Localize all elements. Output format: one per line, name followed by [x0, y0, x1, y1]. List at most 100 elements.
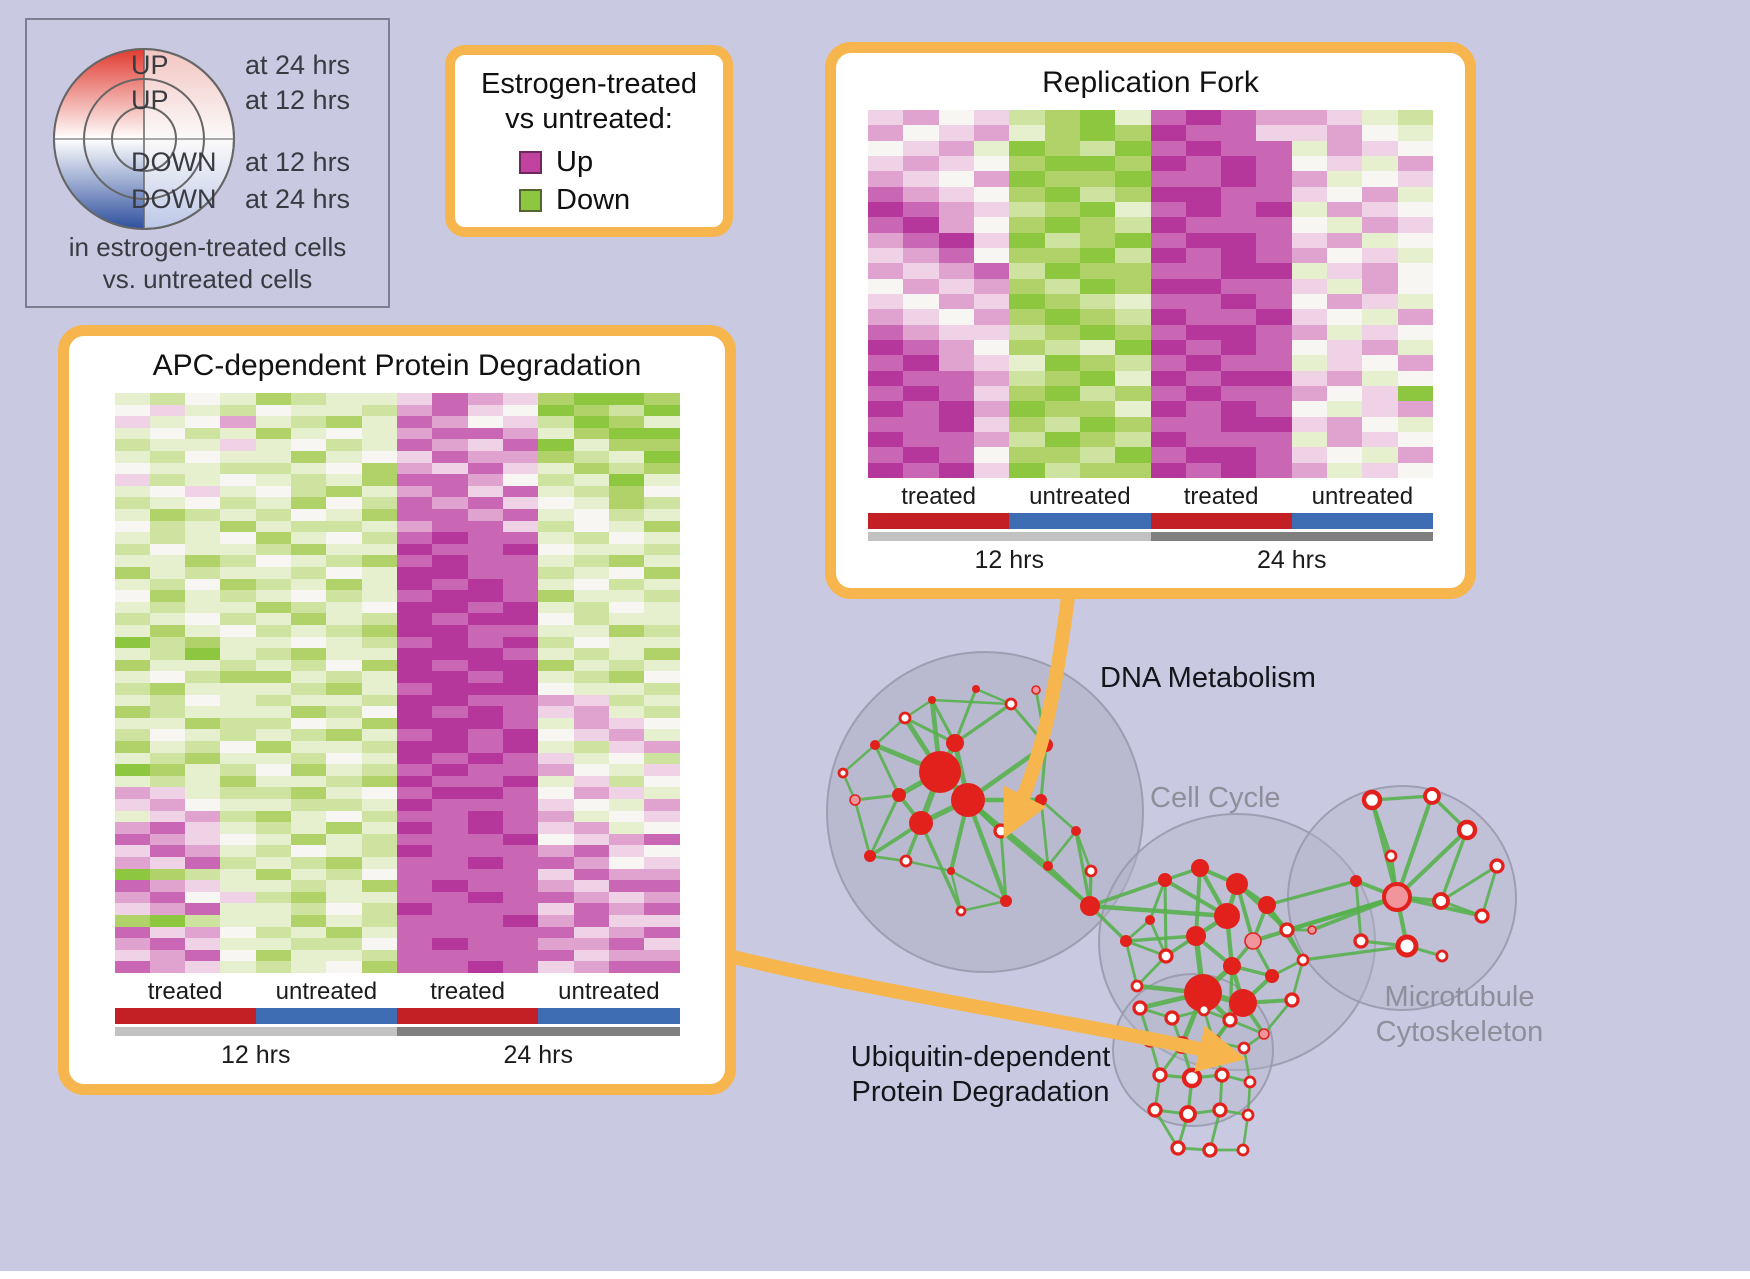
heatmap-cell	[573, 868, 609, 881]
heatmap-cell	[1009, 263, 1045, 279]
heatmap-cell	[502, 949, 539, 962]
time-bar-24hrs	[397, 1027, 680, 1036]
treated-bar	[868, 513, 1010, 529]
heatmap-cell	[973, 232, 1010, 248]
network-edge	[1159, 1073, 1193, 1080]
heatmap-cell	[938, 401, 974, 417]
heatmap-cell	[220, 717, 256, 730]
heatmap-cell	[538, 949, 574, 962]
heatmap-cell	[114, 451, 150, 463]
heatmap-cell	[1150, 339, 1186, 356]
heatmap-cell	[644, 810, 680, 823]
heatmap-cell	[255, 636, 292, 649]
heatmap-cell	[644, 509, 680, 521]
network-edge	[1191, 1073, 1223, 1080]
heatmap-cell	[220, 648, 256, 660]
heatmap-cell	[538, 625, 574, 637]
heatmap-cell	[538, 822, 574, 834]
heatmap-cell	[397, 427, 433, 440]
heatmap-cell	[1115, 140, 1151, 156]
heatmap-cell	[644, 949, 680, 962]
network-node	[1353, 933, 1369, 949]
heatmap-cell	[432, 648, 468, 660]
heatmap-cell	[1115, 324, 1151, 340]
heatmap-cell	[326, 775, 362, 788]
heatmap-cell	[220, 543, 256, 556]
heatmap-cell	[1044, 171, 1080, 187]
network-node	[1384, 849, 1398, 863]
heatmap-cell	[220, 729, 256, 741]
heatmap-cell	[149, 822, 186, 834]
heatmap-cell	[608, 485, 645, 498]
network-edge	[1389, 855, 1399, 898]
heatmap-cell	[149, 915, 186, 927]
heatmap-cell	[255, 694, 292, 707]
heatmap-cell	[326, 404, 362, 417]
heatmap-cell	[397, 601, 433, 614]
network-node	[1350, 875, 1362, 887]
heatmap-cell	[326, 497, 362, 509]
heatmap-cell	[291, 741, 327, 753]
heatmap-cell	[467, 949, 503, 962]
heatmap-cell	[868, 263, 904, 279]
network-edge	[1193, 935, 1206, 994]
heatmap-cell	[220, 462, 256, 475]
heatmap-cell	[291, 416, 327, 428]
heatmap-cell	[1256, 370, 1292, 386]
estrogen-title-line2: vs untreated:	[505, 103, 673, 136]
heatmap-cell	[1150, 447, 1186, 463]
heatmap-cell	[608, 799, 645, 811]
heatmap-cell	[1044, 385, 1080, 402]
heatmap-cell	[291, 752, 327, 765]
heatmap-cell	[644, 404, 680, 417]
network-edge	[868, 794, 901, 857]
heatmap-cell	[149, 404, 186, 417]
heatmap-cell	[361, 393, 397, 405]
network-node	[909, 811, 933, 835]
heatmap-cell	[326, 613, 362, 625]
untreated-bar	[538, 1008, 680, 1024]
heatmap-cell	[185, 775, 221, 788]
apc-time-bars	[114, 1027, 680, 1036]
heatmap-cell	[114, 694, 150, 707]
heatmap-cell	[1291, 247, 1328, 264]
network-edge	[1201, 964, 1234, 995]
heatmap-cell	[185, 532, 221, 544]
heatmap-cell	[114, 683, 150, 695]
heatmap-cell	[397, 659, 433, 672]
heatmap-cell	[644, 915, 680, 927]
heatmap-cell	[1397, 278, 1433, 294]
heatmap-cell	[1221, 171, 1257, 187]
network-edge	[1154, 1108, 1189, 1116]
heatmap-cell	[114, 485, 150, 498]
heatmap-cell	[1115, 293, 1151, 310]
heatmap-cell	[432, 729, 468, 741]
heatmap-cell	[573, 625, 609, 637]
heatmap-cell	[1291, 155, 1328, 172]
heatmap-cell	[361, 764, 397, 776]
heatmap-cell	[326, 926, 362, 939]
heatmap-cell	[185, 822, 221, 834]
heatmap-cell	[397, 567, 433, 579]
heatmap-cell	[255, 451, 292, 463]
heatmap-cell	[432, 857, 468, 869]
heatmap-cell	[185, 485, 221, 498]
heatmap-cell	[1185, 385, 1222, 402]
heatmap-cell	[467, 810, 503, 823]
heatmap-cell	[868, 309, 904, 325]
heatmap-cell	[291, 555, 327, 567]
heatmap-cell	[1221, 125, 1257, 141]
network-edge	[1243, 1032, 1265, 1050]
heatmap-cell	[973, 278, 1010, 294]
network-edge	[1125, 934, 1197, 943]
heatmap-cell	[220, 915, 256, 927]
heatmap-cell	[1150, 140, 1186, 156]
heatmap-cell	[1009, 416, 1045, 432]
heatmap-cell	[149, 764, 186, 776]
heatmap-cell	[114, 427, 150, 440]
heatmap-cell	[502, 938, 539, 950]
heatmap-cell	[1044, 401, 1080, 417]
heatmap-cell	[1185, 278, 1222, 294]
network-node	[1173, 1036, 1191, 1054]
heatmap-cell	[903, 201, 939, 218]
